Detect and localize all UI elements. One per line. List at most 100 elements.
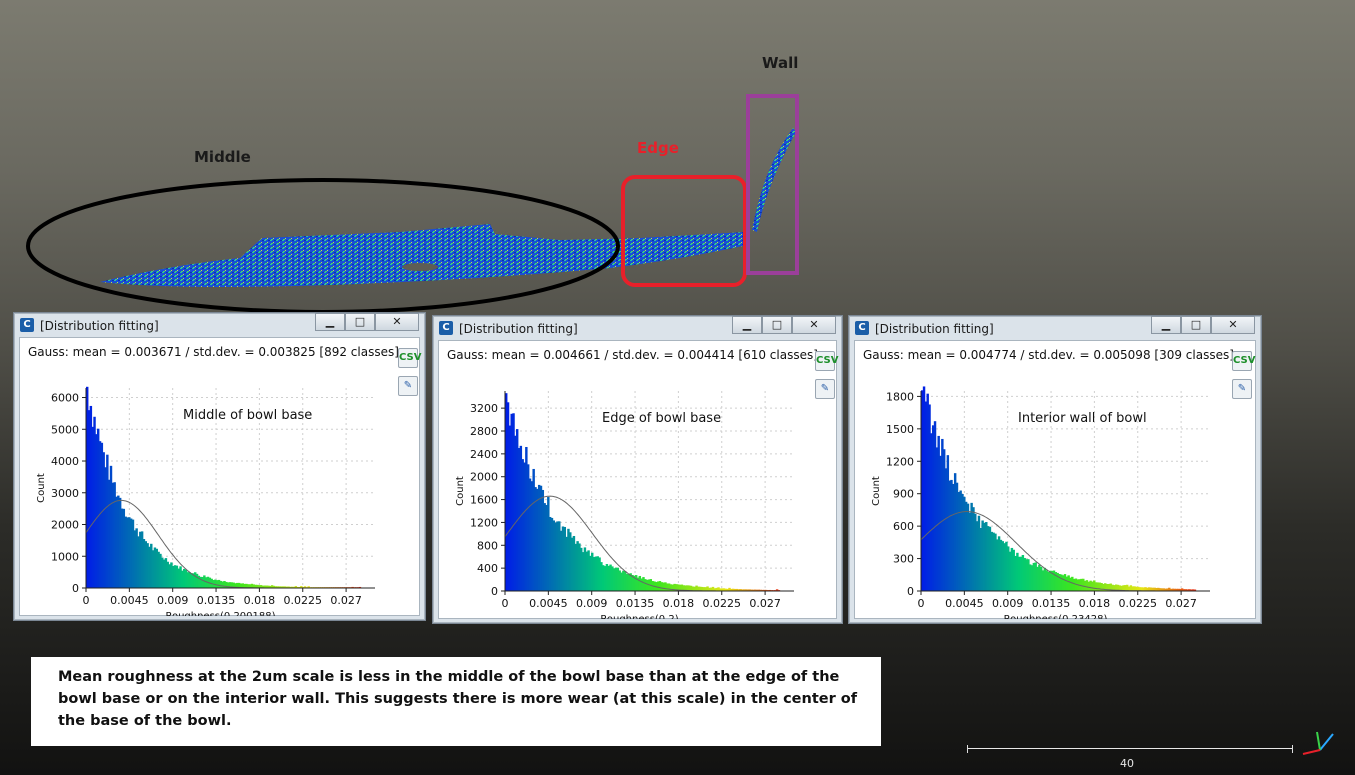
histogram-bar <box>722 588 726 591</box>
title-bar[interactable]: C [Distribution fitting] ▁ □ ✕ <box>14 313 425 335</box>
histogram-bar <box>728 587 731 591</box>
histogram-bar <box>1012 549 1015 591</box>
maximize-button[interactable]: □ <box>762 316 792 334</box>
histogram-bar <box>644 579 647 591</box>
histogram-bar <box>1162 588 1166 591</box>
histogram-bar <box>259 585 263 588</box>
histogram-bar <box>640 578 643 591</box>
distribution-window-edge[interactable]: C [Distribution fitting] ▁ □ ✕ Gauss: me… <box>432 315 843 625</box>
histogram-bar <box>1052 570 1056 591</box>
histogram-bar <box>964 501 968 591</box>
histogram-bar <box>941 438 944 591</box>
histogram-bar <box>248 584 252 588</box>
title-bar[interactable]: C [Distribution fitting] ▁ □ ✕ <box>849 316 1261 338</box>
histogram-bar <box>140 531 144 588</box>
histogram-bar <box>1113 585 1116 591</box>
histogram-bar <box>631 574 634 591</box>
middle-label: Middle <box>194 148 251 166</box>
axis-triad-icon <box>1302 731 1334 755</box>
x-tick-label: 0 <box>502 597 509 610</box>
picker-icon[interactable]: ✎ <box>1232 379 1252 399</box>
csv-export-icon[interactable]: CSV <box>1232 351 1255 371</box>
x-tick-label: 0.018 <box>244 594 276 607</box>
histogram-bar <box>578 543 581 591</box>
x-axis-label: Roughness(0.23428) <box>1004 614 1108 619</box>
x-tick-label: 0.009 <box>992 597 1024 610</box>
histogram-bar <box>230 582 234 588</box>
picker-icon[interactable]: ✎ <box>815 379 835 399</box>
y-tick-label: 1500 <box>886 423 914 436</box>
y-tick-label: 3200 <box>470 402 498 415</box>
histogram-bar <box>120 508 124 588</box>
y-tick-label: 300 <box>893 553 914 566</box>
x-axis-label: Roughness(0.200188) <box>165 611 275 616</box>
picker-icon[interactable]: ✎ <box>398 376 418 396</box>
histogram-bar <box>164 558 168 588</box>
maximize-button[interactable]: □ <box>345 313 375 331</box>
histogram-bar <box>744 589 748 591</box>
histogram-bar <box>168 564 171 588</box>
histogram-bar <box>1025 559 1028 591</box>
histogram-bar <box>570 537 574 591</box>
histogram-bar <box>197 575 201 588</box>
histogram-bar <box>131 519 135 588</box>
histogram-bar <box>1127 586 1131 591</box>
histogram-bar <box>239 583 243 588</box>
histogram-bar <box>935 447 939 591</box>
histogram-bar <box>1153 587 1156 591</box>
histogram-bar <box>1014 555 1017 591</box>
csv-export-icon[interactable]: CSV <box>398 348 421 368</box>
histogram-bar <box>944 468 948 591</box>
histogram-bar <box>1100 582 1103 591</box>
minimize-button[interactable]: ▁ <box>315 313 345 331</box>
histogram-bar <box>1005 541 1008 591</box>
close-button[interactable]: ✕ <box>792 316 836 334</box>
histogram-bar <box>1008 551 1012 591</box>
histogram-bar <box>1179 588 1182 591</box>
histogram-bar <box>102 452 105 588</box>
close-button[interactable]: ✕ <box>375 313 419 331</box>
histogram-bar <box>1173 588 1177 591</box>
histogram-bar <box>1115 584 1118 591</box>
histogram-bar <box>605 564 609 591</box>
histogram-bar <box>611 566 614 591</box>
edge-region-box <box>621 175 747 287</box>
minimize-button[interactable]: ▁ <box>1151 316 1181 334</box>
histogram-bar <box>1043 567 1047 591</box>
histogram-bar <box>966 503 970 591</box>
x-tick-label: 0.018 <box>1079 597 1111 610</box>
histogram-bar <box>506 402 510 591</box>
histogram-bar <box>979 527 983 591</box>
close-button[interactable]: ✕ <box>1211 316 1255 334</box>
histogram-bar <box>87 410 91 588</box>
title-bar[interactable]: C [Distribution fitting] ▁ □ ✕ <box>433 316 842 338</box>
window-title: [Distribution fitting] <box>875 322 994 336</box>
histogram-bar <box>96 428 100 588</box>
histogram-bar <box>662 582 665 591</box>
histogram-bar <box>755 589 759 591</box>
histogram-bar <box>261 585 265 588</box>
minimize-button[interactable]: ▁ <box>732 316 762 334</box>
histogram-bar <box>569 532 572 591</box>
distribution-window-middle[interactable]: C [Distribution fitting] ▁ □ ✕ Gauss: me… <box>13 312 426 622</box>
histogram-bar <box>107 479 111 588</box>
csv-export-icon[interactable]: CSV <box>815 351 838 371</box>
distribution-window-wall[interactable]: C [Distribution fitting] ▁ □ ✕ Gauss: me… <box>848 315 1262 625</box>
chart-annotation: Middle of bowl base <box>183 408 312 423</box>
histogram-bar <box>1093 580 1096 591</box>
histogram-bar <box>166 561 169 588</box>
histogram-bar <box>739 589 742 591</box>
histogram-bar <box>702 587 706 591</box>
histogram-bar <box>1140 587 1144 591</box>
histogram-bar <box>706 586 709 591</box>
histogram-bar <box>547 496 550 591</box>
histogram-bar <box>572 535 576 591</box>
maximize-button[interactable]: □ <box>1181 316 1211 334</box>
histogram-bar <box>234 583 237 588</box>
histogram-bar <box>225 581 228 588</box>
histogram-bar <box>232 582 235 588</box>
histogram-bar <box>162 559 166 588</box>
histogram-bar <box>157 551 160 588</box>
window-title: [Distribution fitting] <box>459 322 578 336</box>
histogram-bar <box>281 586 285 588</box>
